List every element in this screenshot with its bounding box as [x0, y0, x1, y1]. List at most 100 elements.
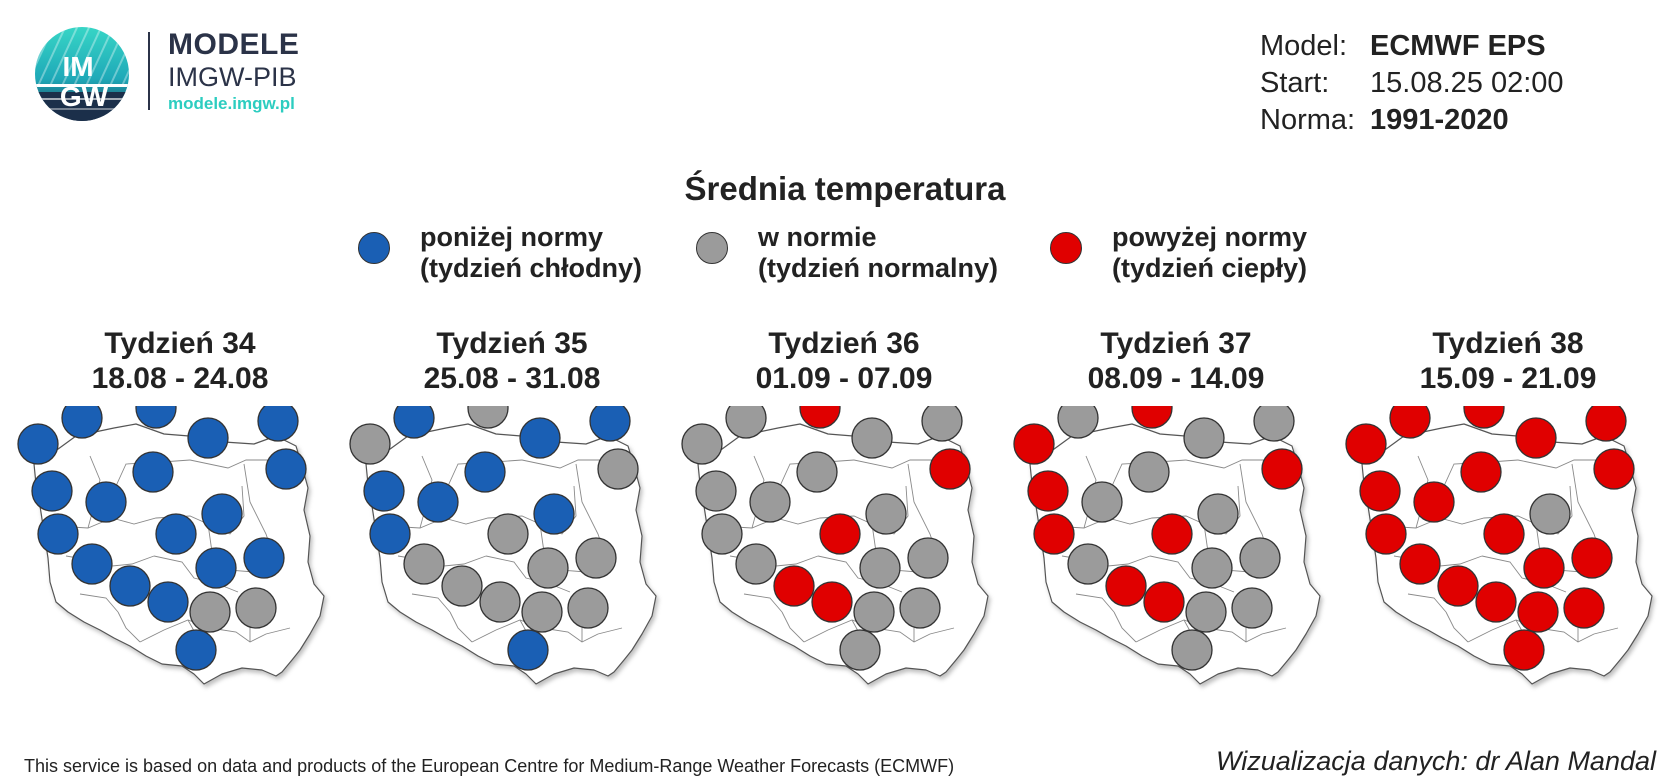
- station-marker-normal: [1197, 493, 1239, 535]
- station-marker-normal: [839, 629, 881, 671]
- region-boundary: [743, 593, 783, 613]
- region-boundary: [189, 459, 276, 469]
- week-number: Tydzień 35: [436, 327, 588, 360]
- week-dates: 15.09 - 21.09: [1419, 362, 1597, 395]
- station-marker-normal: [735, 543, 777, 585]
- imgw-logo: IM GW MODELE IMGW-PIB modele.imgw.pl: [34, 26, 334, 122]
- logo-url[interactable]: modele.imgw.pl: [168, 94, 295, 113]
- region-boundary: [853, 459, 940, 469]
- station-marker-normal: [189, 591, 231, 633]
- legend-label-above: powyżej normy (tydzień ciepły): [1112, 222, 1307, 284]
- week-number: Tydzień 36: [768, 327, 920, 360]
- station-marker-below: [17, 423, 59, 465]
- region-boundary: [1185, 459, 1272, 469]
- station-marker-normal: [467, 406, 509, 429]
- station-marker-normal: [1231, 587, 1273, 629]
- station-marker-below: [135, 406, 177, 429]
- station-marker-below: [201, 493, 243, 535]
- legend-below-line1: poniżej normy: [420, 222, 604, 252]
- station-marker-below: [589, 406, 631, 442]
- station-marker-normal: [859, 547, 901, 589]
- region-boundary: [117, 611, 141, 643]
- station-marker-above: [1463, 406, 1505, 429]
- week-panel-36: Tydzień 36 01.09 - 07.09: [678, 326, 1010, 726]
- week-title: Tydzień 34 18.08 - 24.08: [14, 326, 346, 396]
- week-panel-38: Tydzień 38 15.09 - 21.09: [1342, 326, 1674, 726]
- week-dates: 18.08 - 24.08: [91, 362, 269, 395]
- region-boundary: [781, 611, 805, 643]
- region-boundary: [1107, 515, 1205, 525]
- station-marker-above: [1503, 629, 1545, 671]
- week-title: Tydzień 35 25.08 - 31.08: [346, 326, 678, 396]
- station-marker-above: [1013, 423, 1055, 465]
- region-boundary: [1445, 611, 1469, 643]
- station-marker-above: [773, 565, 815, 607]
- station-marker-below: [37, 513, 79, 555]
- week-dates: 25.08 - 31.08: [423, 362, 601, 395]
- legend-dot-normal: [696, 232, 728, 264]
- station-marker-normal: [1128, 451, 1170, 493]
- poland-map: [681, 406, 989, 685]
- region-boundary: [1439, 515, 1537, 525]
- legend-label-normal: w normie (tydzień normalny): [758, 222, 998, 284]
- station-marker-normal: [567, 587, 609, 629]
- station-marker-normal: [865, 493, 907, 535]
- start-label: Start:: [1260, 67, 1330, 99]
- station-marker-below: [109, 565, 151, 607]
- station-marker-below: [417, 481, 459, 523]
- station-marker-above: [1460, 451, 1502, 493]
- week-dates: 01.09 - 07.09: [755, 362, 933, 395]
- station-marker-normal: [695, 470, 737, 512]
- station-marker-normal: [403, 543, 445, 585]
- station-marker-below: [363, 470, 405, 512]
- station-marker-below: [71, 543, 113, 585]
- station-marker-above: [1523, 547, 1565, 589]
- region-boundary: [79, 593, 119, 613]
- credits: Wizualizacja danych: dr Alan Mandal: [1216, 746, 1656, 776]
- station-marker-above: [929, 448, 971, 490]
- station-marker-normal: [907, 537, 949, 579]
- region-boundary: [1113, 611, 1137, 643]
- region-boundary: [449, 611, 473, 643]
- station-marker-normal: [1057, 406, 1099, 439]
- station-marker-normal: [235, 587, 277, 629]
- station-marker-above: [1517, 591, 1559, 633]
- station-marker-above: [1261, 448, 1303, 490]
- start-value: 15.08.25 02:00: [1370, 67, 1564, 99]
- station-marker-above: [811, 581, 853, 623]
- station-marker-below: [85, 481, 127, 523]
- ecmwf-disclaimer: This service is based on data and produc…: [24, 756, 955, 776]
- station-marker-normal: [1191, 547, 1233, 589]
- station-marker-normal: [749, 481, 791, 523]
- model-value: ECMWF EPS: [1370, 30, 1546, 62]
- poland-map: [1345, 406, 1653, 685]
- week-number: Tydzień 37: [1100, 327, 1252, 360]
- station-marker-below: [257, 406, 299, 442]
- region-boundary: [1517, 459, 1604, 469]
- station-marker-above: [1593, 448, 1635, 490]
- legend-dot-below: [358, 232, 390, 264]
- station-marker-below: [533, 493, 575, 535]
- region-boundary: [411, 593, 451, 613]
- station-marker-normal: [1171, 629, 1213, 671]
- station-marker-normal: [1067, 543, 1109, 585]
- station-marker-normal: [1081, 481, 1123, 523]
- station-marker-normal: [681, 423, 723, 465]
- station-marker-above: [1027, 470, 1069, 512]
- station-marker-above: [799, 406, 841, 429]
- legend-label-below: poniżej normy (tydzień chłodny): [420, 222, 642, 284]
- station-marker-normal: [725, 406, 767, 439]
- region-boundary: [775, 515, 873, 525]
- model-label: Model:: [1260, 30, 1348, 62]
- station-marker-normal: [1183, 417, 1225, 459]
- norm-label: Norma:: [1260, 104, 1356, 136]
- station-marker-above: [1515, 417, 1557, 459]
- week-panel-37: Tydzień 37 08.09 - 14.09: [1010, 326, 1342, 726]
- legend-above-line2: (tydzień ciepły): [1112, 253, 1308, 283]
- station-marker-normal: [527, 547, 569, 589]
- station-marker-normal: [796, 451, 838, 493]
- station-marker-above: [1033, 513, 1075, 555]
- station-marker-normal: [521, 591, 563, 633]
- station-marker-below: [187, 417, 229, 459]
- station-marker-above: [1563, 587, 1605, 629]
